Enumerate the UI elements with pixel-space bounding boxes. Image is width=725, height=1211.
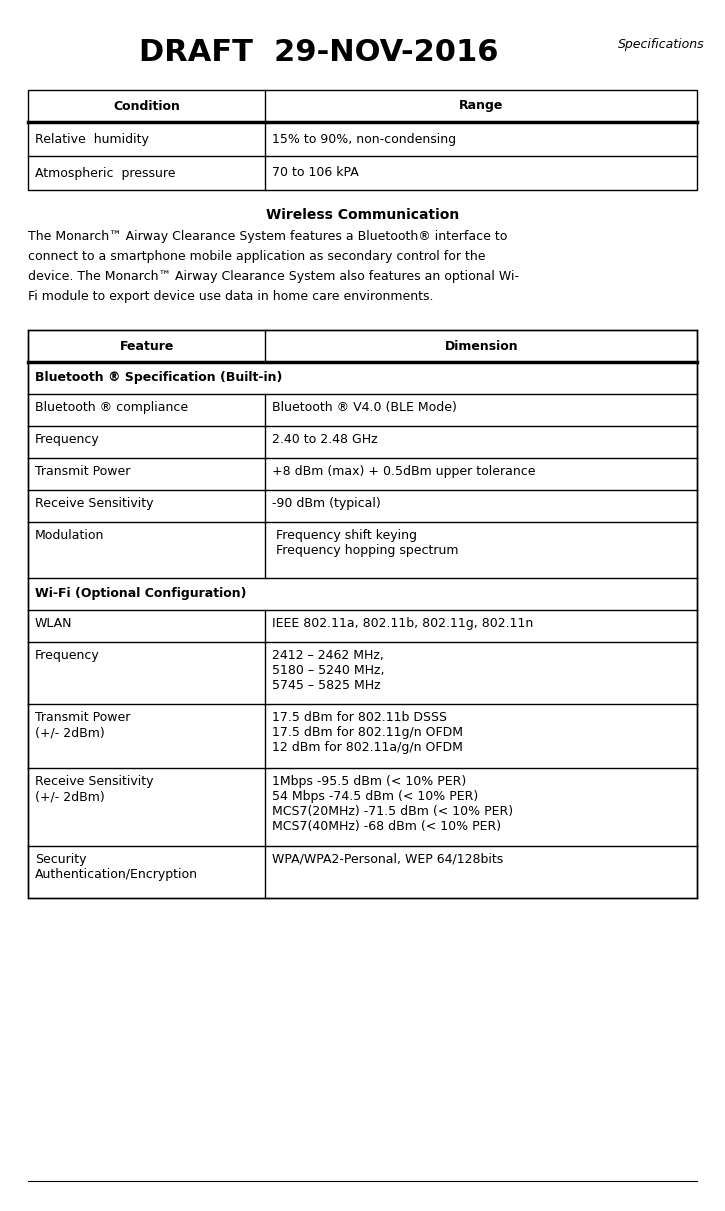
Text: -90 dBm (typical): -90 dBm (typical)	[273, 497, 381, 510]
Text: Condition: Condition	[113, 99, 181, 113]
Bar	[28, 90, 697, 190]
Text: device. The Monarch™ Airway Clearance System also features an optional Wi-: device. The Monarch™ Airway Clearance Sy…	[28, 270, 519, 283]
Text: Transmit Power: Transmit Power	[35, 465, 130, 478]
Text: IEEE 802.11a, 802.11b, 802.11g, 802.11n: IEEE 802.11a, 802.11b, 802.11g, 802.11n	[273, 616, 534, 630]
Text: DRAFT  29-NOV-2016: DRAFT 29-NOV-2016	[139, 38, 499, 67]
Text: The Monarch™ Airway Clearance System features a Bluetooth® interface to: The Monarch™ Airway Clearance System fea…	[28, 230, 507, 243]
Text: Frequency shift keying
 Frequency hopping spectrum: Frequency shift keying Frequency hopping…	[273, 529, 459, 557]
Text: 1Mbps -95.5 dBm (< 10% PER)
54 Mbps -74.5 dBm (< 10% PER)
MCS7(20MHz) -71.5 dBm : 1Mbps -95.5 dBm (< 10% PER) 54 Mbps -74.…	[273, 775, 513, 833]
Text: Fi module to export device use data in home care environments.: Fi module to export device use data in h…	[28, 289, 434, 303]
Text: Bluetooth ® V4.0 (BLE Mode): Bluetooth ® V4.0 (BLE Mode)	[273, 401, 457, 414]
Text: Feature: Feature	[120, 339, 174, 352]
Text: Receive Sensitivity: Receive Sensitivity	[35, 497, 154, 510]
Text: Bluetooth ® Specification (Built-in): Bluetooth ® Specification (Built-in)	[35, 372, 282, 385]
Text: +8 dBm (max) + 0.5dBm upper tolerance: +8 dBm (max) + 0.5dBm upper tolerance	[273, 465, 536, 478]
Text: Frequency: Frequency	[35, 434, 100, 446]
Bar	[28, 331, 697, 899]
Text: WLAN: WLAN	[35, 616, 72, 630]
Text: Dimension: Dimension	[444, 339, 518, 352]
Text: Transmit Power
(+/- 2dBm): Transmit Power (+/- 2dBm)	[35, 711, 130, 739]
Text: 2412 – 2462 MHz,
5180 – 5240 MHz,
5745 – 5825 MHz: 2412 – 2462 MHz, 5180 – 5240 MHz, 5745 –…	[273, 649, 385, 691]
Text: Atmospheric  pressure: Atmospheric pressure	[35, 166, 175, 179]
Text: 2.40 to 2.48 GHz: 2.40 to 2.48 GHz	[273, 434, 378, 446]
Text: Bluetooth ® compliance: Bluetooth ® compliance	[35, 401, 188, 414]
Text: Receive Sensitivity
(+/- 2dBm): Receive Sensitivity (+/- 2dBm)	[35, 775, 154, 803]
Text: Frequency: Frequency	[35, 649, 100, 662]
Text: 70 to 106 kPA: 70 to 106 kPA	[273, 166, 360, 179]
Text: Range: Range	[459, 99, 503, 113]
Text: Relative  humidity: Relative humidity	[35, 132, 149, 145]
Text: Wireless Communication: Wireless Communication	[266, 208, 459, 222]
Text: connect to a smartphone mobile application as secondary control for the: connect to a smartphone mobile applicati…	[28, 249, 486, 263]
Text: 15% to 90%, non-condensing: 15% to 90%, non-condensing	[273, 132, 457, 145]
Text: 17.5 dBm for 802.11b DSSS
17.5 dBm for 802.11g/n OFDM
12 dBm for 802.11a/g/n OFD: 17.5 dBm for 802.11b DSSS 17.5 dBm for 8…	[273, 711, 463, 754]
Text: Modulation: Modulation	[35, 529, 104, 543]
Text: Wi-Fi (Optional Configuration): Wi-Fi (Optional Configuration)	[35, 587, 247, 601]
Text: Security
Authentication/Encryption: Security Authentication/Encryption	[35, 853, 198, 880]
Text: Specifications: Specifications	[618, 38, 705, 51]
Text: WPA/WPA2-Personal, WEP 64/128bits: WPA/WPA2-Personal, WEP 64/128bits	[273, 853, 504, 866]
